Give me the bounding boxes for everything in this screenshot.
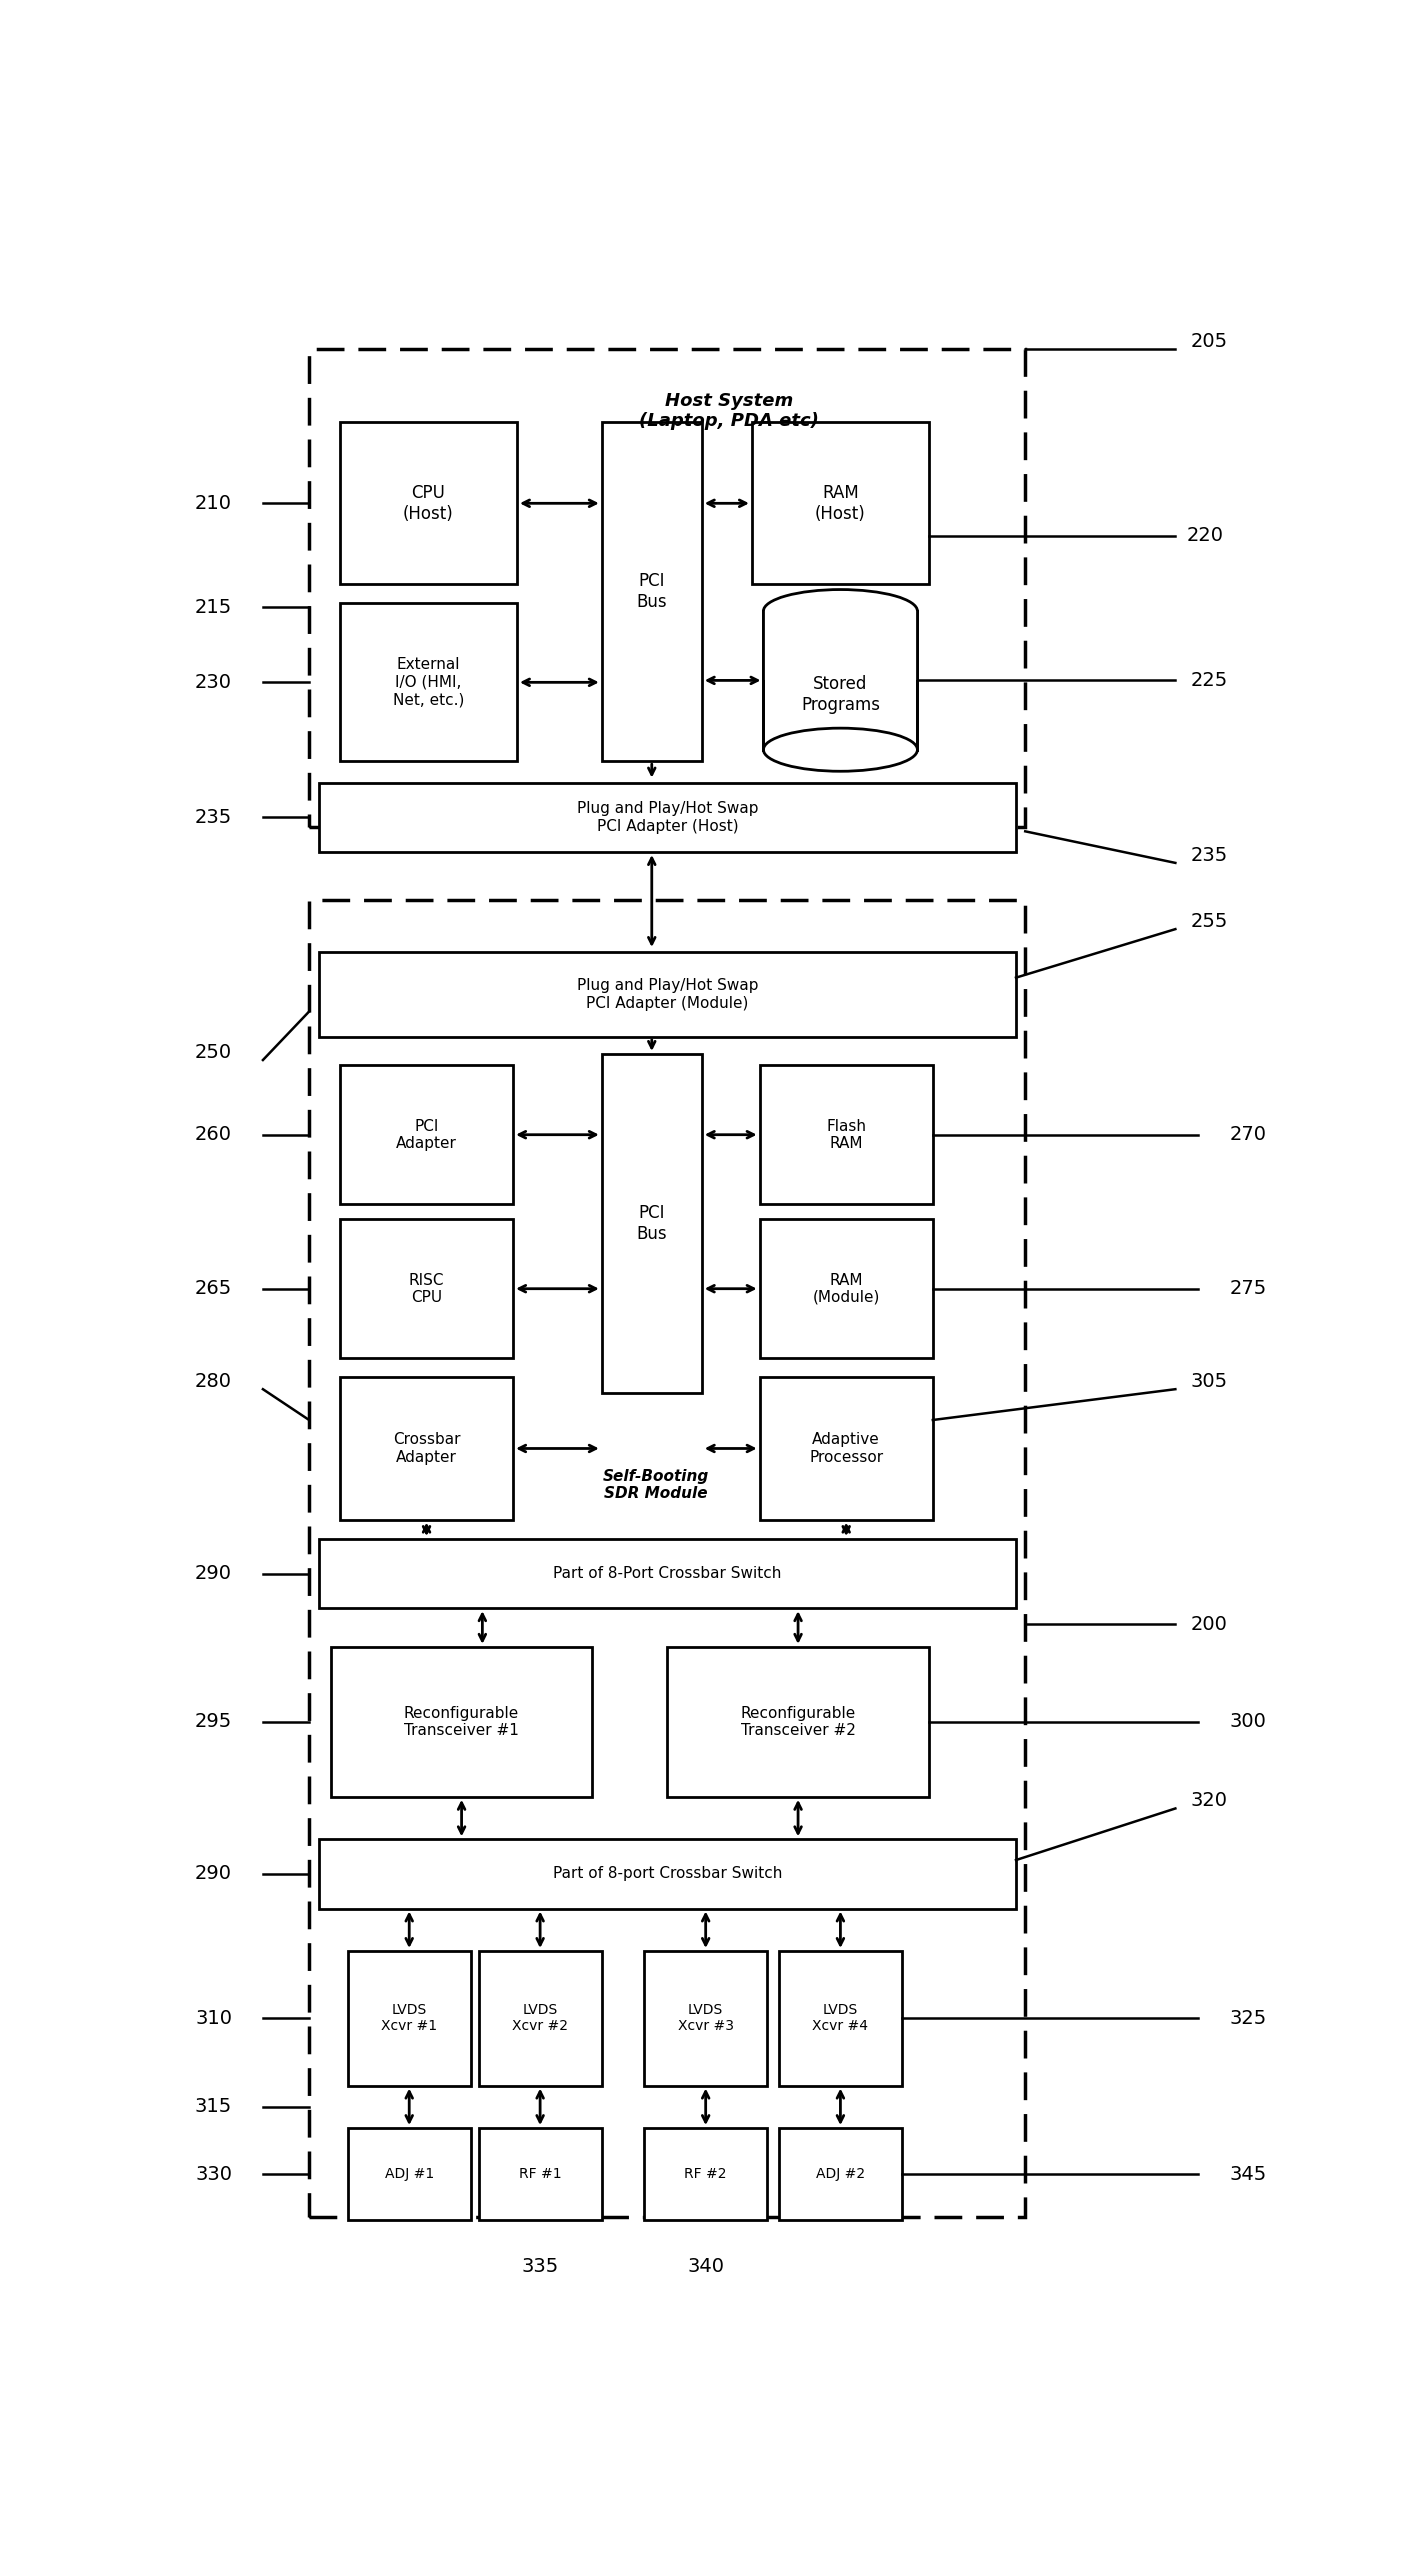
- Text: 300: 300: [1230, 1711, 1267, 1732]
- Bar: [644, 2128, 767, 2220]
- Text: 235: 235: [194, 808, 233, 826]
- Text: 255: 255: [1191, 911, 1228, 931]
- Bar: [778, 2128, 902, 2220]
- Text: Flash
RAM: Flash RAM: [827, 1118, 867, 1151]
- Text: ADJ #2: ADJ #2: [815, 2167, 865, 2182]
- Text: Self-Booting
SDR Module: Self-Booting SDR Module: [603, 1468, 708, 1502]
- Text: 220: 220: [1187, 527, 1224, 545]
- Bar: [478, 1952, 601, 2085]
- Bar: [340, 604, 517, 762]
- Ellipse shape: [764, 588, 917, 632]
- Text: 260: 260: [196, 1126, 233, 1143]
- Text: LVDS
Xcvr #1: LVDS Xcvr #1: [381, 2003, 437, 2034]
- Bar: [318, 952, 1015, 1036]
- Bar: [601, 422, 701, 762]
- Bar: [760, 1220, 932, 1358]
- Text: Plug and Play/Hot Swap
PCI Adapter (Module): Plug and Play/Hot Swap PCI Adapter (Modu…: [577, 977, 758, 1010]
- Text: RF #1: RF #1: [518, 2167, 561, 2182]
- Text: LVDS
Xcvr #3: LVDS Xcvr #3: [678, 2003, 734, 2034]
- Bar: [478, 2128, 601, 2220]
- Text: Reconfigurable
Transceiver #1: Reconfigurable Transceiver #1: [404, 1706, 520, 1737]
- Text: PCI
Adapter: PCI Adapter: [396, 1118, 457, 1151]
- Text: RAM
(Host): RAM (Host): [815, 483, 865, 522]
- Text: 280: 280: [196, 1371, 233, 1392]
- Bar: [667, 1647, 930, 1796]
- Bar: [340, 422, 517, 583]
- Text: 305: 305: [1191, 1371, 1228, 1392]
- Bar: [340, 1067, 513, 1205]
- Text: 215: 215: [194, 599, 233, 616]
- Bar: [778, 1952, 902, 2085]
- Bar: [340, 1220, 513, 1358]
- Text: Adaptive
Processor: Adaptive Processor: [810, 1432, 884, 1466]
- Text: 310: 310: [196, 2008, 233, 2028]
- Text: Stored
Programs: Stored Programs: [801, 675, 880, 714]
- Ellipse shape: [764, 729, 917, 773]
- Bar: [347, 2128, 471, 2220]
- Text: 275: 275: [1230, 1279, 1267, 1299]
- Text: Reconfigurable
Transceiver #2: Reconfigurable Transceiver #2: [741, 1706, 855, 1737]
- Bar: [308, 350, 1025, 826]
- Text: Crossbar
Adapter: Crossbar Adapter: [393, 1432, 460, 1466]
- Bar: [764, 611, 917, 680]
- Bar: [331, 1647, 593, 1796]
- Text: 210: 210: [196, 494, 233, 512]
- Text: RF #2: RF #2: [684, 2167, 727, 2182]
- Bar: [760, 1067, 932, 1205]
- Bar: [308, 900, 1025, 2218]
- Bar: [318, 1540, 1015, 1609]
- Text: 295: 295: [194, 1711, 233, 1732]
- Bar: [318, 783, 1015, 852]
- Text: Plug and Play/Hot Swap
PCI Adapter (Host): Plug and Play/Hot Swap PCI Adapter (Host…: [577, 801, 758, 834]
- Text: 345: 345: [1230, 2164, 1267, 2185]
- Text: Part of 8-Port Crossbar Switch: Part of 8-Port Crossbar Switch: [554, 1565, 781, 1581]
- Text: 200: 200: [1191, 1614, 1228, 1635]
- Text: LVDS
Xcvr #4: LVDS Xcvr #4: [813, 2003, 868, 2034]
- Text: 315: 315: [194, 2098, 233, 2115]
- Text: ADJ #1: ADJ #1: [384, 2167, 434, 2182]
- Text: 265: 265: [194, 1279, 233, 1299]
- Text: External
I/O (HMI,
Net, etc.): External I/O (HMI, Net, etc.): [393, 657, 464, 706]
- Text: 225: 225: [1191, 670, 1228, 691]
- Text: 290: 290: [196, 1865, 233, 1883]
- Text: RISC
CPU: RISC CPU: [408, 1271, 444, 1305]
- Text: LVDS
Xcvr #2: LVDS Xcvr #2: [513, 2003, 568, 2034]
- Text: 250: 250: [196, 1044, 233, 1062]
- Text: PCI
Bus: PCI Bus: [637, 573, 667, 611]
- Text: 320: 320: [1191, 1791, 1228, 1811]
- Bar: [318, 1839, 1015, 1908]
- Bar: [644, 1952, 767, 2085]
- Text: RAM
(Module): RAM (Module): [813, 1271, 880, 1305]
- Text: 335: 335: [521, 2256, 558, 2277]
- Text: Part of 8-port Crossbar Switch: Part of 8-port Crossbar Switch: [553, 1867, 783, 1883]
- Text: 270: 270: [1230, 1126, 1267, 1143]
- Text: PCI
Bus: PCI Bus: [637, 1205, 667, 1243]
- Text: 230: 230: [196, 673, 233, 691]
- Text: CPU
(Host): CPU (Host): [403, 483, 454, 522]
- Text: 325: 325: [1230, 2008, 1267, 2028]
- Text: 235: 235: [1191, 847, 1228, 865]
- Bar: [760, 1376, 932, 1519]
- Text: 205: 205: [1191, 333, 1228, 350]
- Bar: [601, 1054, 701, 1392]
- Text: 290: 290: [196, 1563, 233, 1583]
- Text: 340: 340: [687, 2256, 724, 2277]
- Bar: [764, 611, 917, 749]
- Bar: [347, 1952, 471, 2085]
- Text: 330: 330: [196, 2164, 233, 2185]
- Text: Host System
(Laptop, PDA etc): Host System (Laptop, PDA etc): [638, 391, 818, 430]
- Bar: [340, 1376, 513, 1519]
- Bar: [753, 422, 930, 583]
